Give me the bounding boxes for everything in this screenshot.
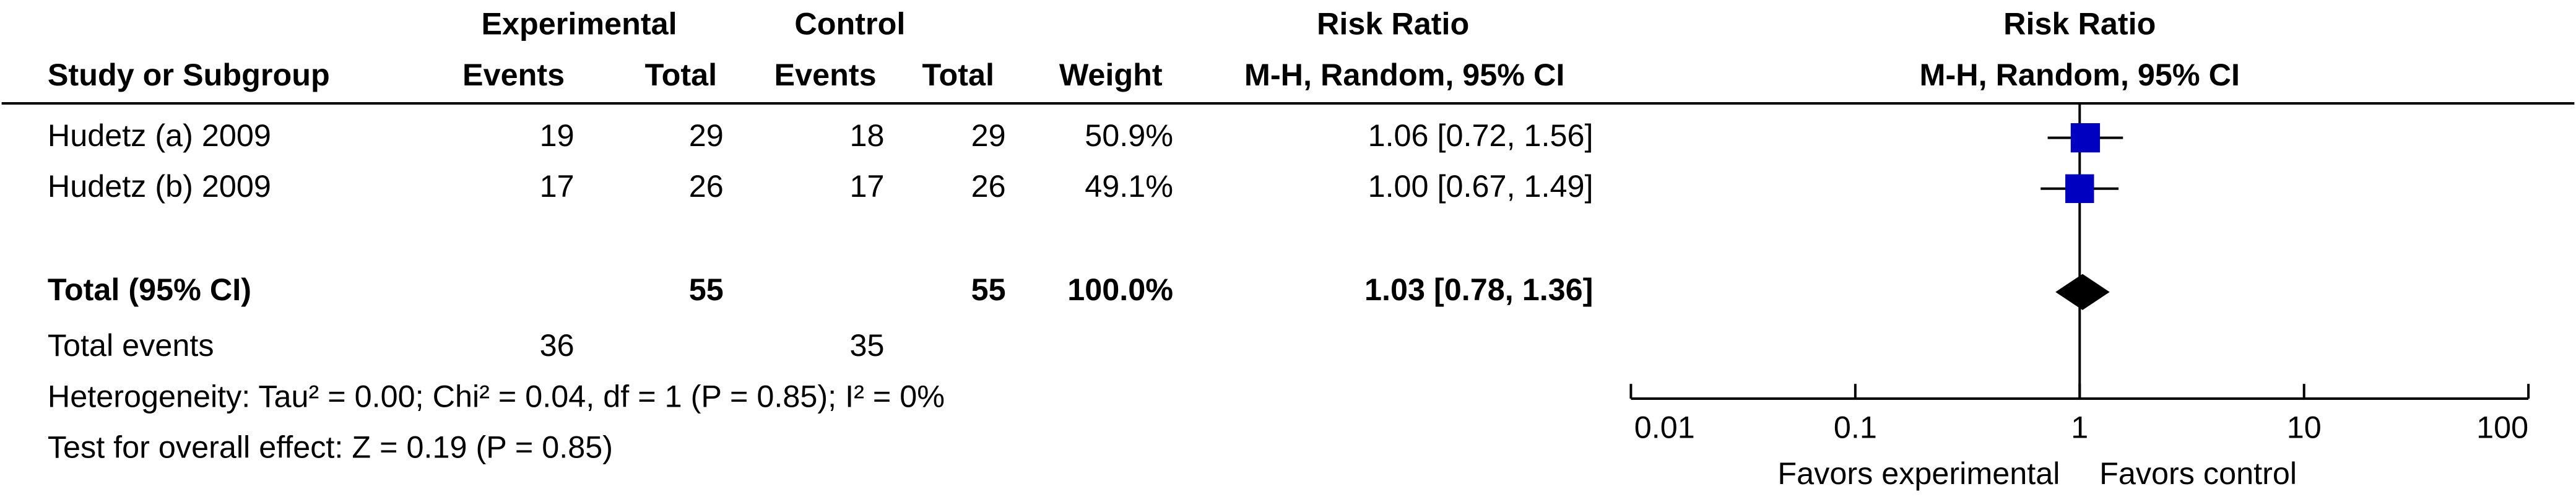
table-cell: 29 — [689, 118, 724, 153]
plot-subtitle: M-H, Random, 95% CI — [1920, 57, 2240, 92]
heterogeneity: Heterogeneity: Tau² = 0.00; Chi² = 0.04,… — [48, 378, 945, 413]
table-cell: 18 — [850, 118, 885, 153]
table-cell: 50.9% — [1085, 118, 1173, 153]
total-cell: 100.0% — [1067, 272, 1173, 307]
group-header: Risk Ratio — [1317, 6, 1469, 41]
overall-effect: Test for overall effect: Z = 0.19 (P = 0… — [48, 429, 613, 464]
column-header: Total — [645, 57, 718, 92]
table-cell: 17 — [850, 168, 885, 204]
favors-right: Favors control — [2099, 456, 2297, 491]
total-events-cell: 36 — [540, 327, 575, 363]
x-tick-label: 1 — [2071, 410, 2088, 445]
table-cell: Hudetz (a) 2009 — [48, 118, 271, 153]
table-cell: 1.06 [0.72, 1.56] — [1368, 118, 1594, 153]
total-cell: 1.03 [0.78, 1.36] — [1364, 272, 1593, 307]
table-cell: 19 — [540, 118, 575, 153]
x-tick-label: 100 — [2476, 410, 2528, 445]
x-tick-label: 10 — [2287, 410, 2322, 445]
study-square — [2070, 123, 2101, 153]
table-cell: 17 — [540, 168, 575, 204]
group-header: Experimental — [481, 6, 677, 41]
total-events-label: Total events — [48, 327, 214, 363]
table-cell: 1.00 [0.67, 1.49] — [1368, 168, 1594, 204]
plot-title: Risk Ratio — [2003, 6, 2156, 41]
table-cell: 26 — [971, 168, 1006, 204]
table-cell: 26 — [689, 168, 724, 204]
total-label: Total (95% CI) — [48, 272, 251, 307]
table-cell: 49.1% — [1085, 168, 1173, 204]
study-square — [2065, 174, 2094, 204]
column-header: Events — [774, 57, 877, 92]
table-cell: 29 — [971, 118, 1006, 153]
column-header: Study or Subgroup — [48, 57, 330, 92]
group-header: Control — [794, 6, 905, 41]
total-diamond — [2055, 274, 2110, 310]
column-header: Total — [922, 57, 995, 92]
column-header: Weight — [1059, 57, 1163, 92]
favors-left: Favors experimental — [1777, 456, 2060, 491]
x-tick-label: 0.1 — [1834, 410, 1877, 445]
table-cell: Hudetz (b) 2009 — [48, 168, 271, 204]
total-events-cell: 35 — [850, 327, 885, 363]
x-tick-label: 0.01 — [1634, 410, 1695, 445]
total-cell: 55 — [689, 272, 724, 307]
column-header: Events — [462, 57, 565, 92]
total-cell: 55 — [971, 272, 1006, 307]
column-header: M-H, Random, 95% CI — [1244, 57, 1564, 92]
